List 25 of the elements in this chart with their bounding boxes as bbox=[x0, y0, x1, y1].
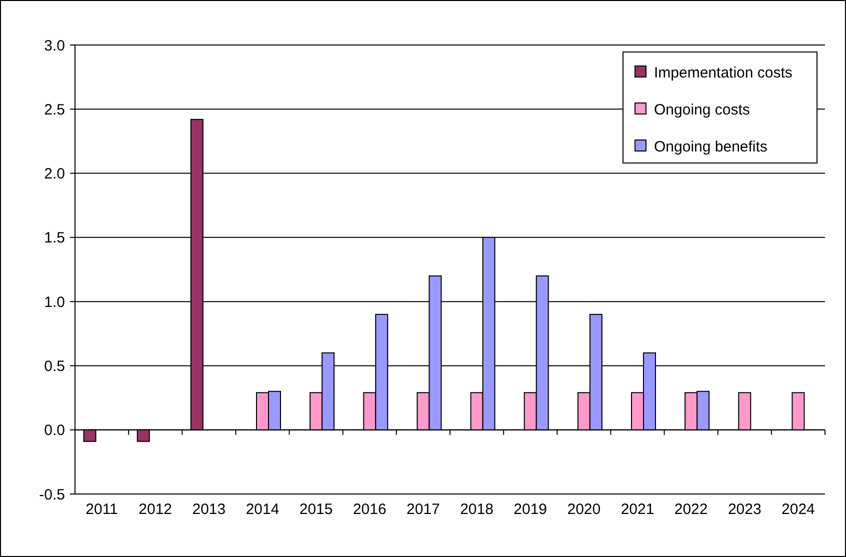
x-tick-label: 2024 bbox=[782, 501, 815, 518]
x-tick-label: 2015 bbox=[299, 501, 333, 518]
x-tick-label: 2019 bbox=[514, 501, 548, 518]
y-tick-label: 0.5 bbox=[44, 358, 65, 375]
x-tick-label: 2017 bbox=[406, 501, 440, 518]
y-tick-label: 1.5 bbox=[44, 230, 65, 247]
x-tick-label: 2011 bbox=[86, 501, 118, 518]
x-tick-label: 2020 bbox=[567, 501, 601, 518]
x-tick-label: 2018 bbox=[460, 501, 494, 518]
x-tick-label: 2013 bbox=[192, 501, 226, 518]
y-tick-label: 2.0 bbox=[44, 166, 65, 183]
x-tick-label: 2016 bbox=[352, 501, 386, 518]
y-tick-label: 3.0 bbox=[44, 37, 65, 54]
y-tick-label: 2.5 bbox=[44, 101, 65, 118]
x-tick-label: 2014 bbox=[246, 501, 280, 518]
y-tick-label: 1.0 bbox=[44, 294, 65, 311]
legend-label: Ongoing costs bbox=[654, 101, 750, 118]
x-tick-label: 2022 bbox=[674, 501, 708, 518]
x-tick-label: 2023 bbox=[728, 501, 762, 518]
y-tick-label: 0.0 bbox=[44, 422, 65, 440]
legend-label: Impementation costs bbox=[654, 64, 792, 82]
y-tick-label: -0.5 bbox=[39, 486, 65, 504]
x-tick-label: 2012 bbox=[138, 501, 172, 518]
x-tick-label: 2021 bbox=[620, 501, 654, 518]
legend-label: Ongoing benefits bbox=[654, 138, 768, 156]
